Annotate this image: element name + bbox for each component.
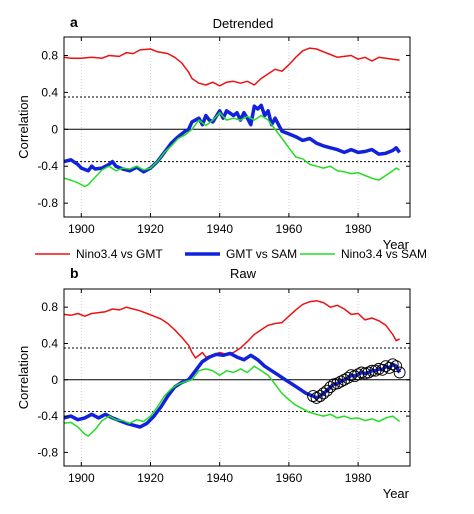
legend-label: Nino3.4 vs GMT — [76, 247, 163, 261]
legend-item: GMT vs SAM — [185, 247, 297, 261]
x-tick-label: 1920 — [137, 471, 164, 485]
y-tick-label: 0 — [51, 373, 58, 387]
x-tick-label: 1940 — [206, 222, 233, 236]
data-point-marker — [376, 363, 389, 376]
chart-panel-a: 1900 1920 1940 1960 1980 -0.8 -0.4 0 0.4 0.8 a Detr… — [16, 14, 411, 252]
data-point-marker — [324, 381, 337, 393]
x-tick-label: 1960 — [276, 222, 303, 236]
chart-panel-b: 1900 1920 1940 1960 1980 -0.8 -0.4 0 0.4 0.8 b Raw Y… — [16, 265, 411, 501]
y-tick-label: -0.4 — [37, 409, 58, 423]
y-axis-label: Correlation — [16, 346, 31, 410]
data-point-marker — [341, 372, 354, 384]
legend-item: Nino3.4 vs GMT — [35, 247, 163, 261]
data-point-marker — [383, 362, 396, 374]
plot-frame — [63, 36, 411, 218]
x-tick-label: 1960 — [276, 471, 303, 485]
y-tick-label: -0.8 — [37, 196, 58, 210]
plot-frame — [63, 288, 411, 467]
x-axis-label: Year — [383, 486, 410, 501]
data-point-marker — [321, 384, 333, 397]
chart-title: Detrended — [213, 16, 274, 31]
x-tick-label: 1980 — [345, 222, 372, 236]
series-line — [63, 300, 400, 359]
y-tick-label: 0.4 — [41, 336, 58, 350]
y-tick-label: -0.4 — [37, 159, 58, 173]
y-tick-label: -0.8 — [37, 445, 58, 459]
data-point-marker — [393, 366, 406, 379]
y-tick-label: 0.8 — [41, 300, 58, 314]
x-tick-label: 1900 — [68, 222, 95, 236]
y-tick-label: 0 — [51, 122, 58, 136]
x-axis-label: Year — [383, 237, 410, 252]
x-tick-label: 1900 — [68, 471, 95, 485]
panel-label: b — [70, 265, 79, 281]
chart-title: Raw — [230, 266, 257, 281]
y-axis-label: Correlation — [16, 95, 31, 159]
legend: Nino3.4 vs GMT GMT vs SAM Nino3.4 vs SAM — [35, 247, 427, 261]
y-tick-label: 0.8 — [41, 48, 58, 62]
x-tick-label: 1980 — [345, 471, 372, 485]
x-tick-label: 1920 — [137, 222, 164, 236]
series-line — [63, 47, 400, 87]
series-line — [63, 365, 401, 437]
legend-label: Nino3.4 vs SAM — [341, 247, 427, 261]
data-point-marker — [390, 360, 403, 373]
series-line — [63, 111, 400, 188]
y-tick-label: 0.4 — [41, 85, 58, 99]
data-point-marker — [365, 364, 378, 377]
x-tick-label: 1940 — [206, 471, 233, 485]
data-point-marker — [317, 387, 330, 400]
panel-label: a — [70, 14, 78, 30]
legend-label: GMT vs SAM — [226, 247, 297, 261]
series-line — [63, 103, 402, 174]
series-line — [63, 351, 402, 429]
legend-item: Nino3.4 vs SAM — [300, 247, 427, 261]
